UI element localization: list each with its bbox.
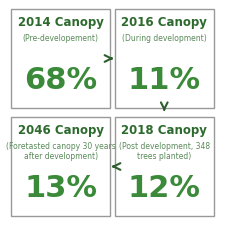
Bar xyxy=(115,9,214,108)
Text: (Post development, 348
trees planted): (Post development, 348 trees planted) xyxy=(119,142,210,161)
Bar xyxy=(11,117,110,216)
Text: 2018 Canopy: 2018 Canopy xyxy=(121,124,207,137)
Text: (During development): (During development) xyxy=(122,34,207,43)
Bar xyxy=(11,9,110,108)
Text: (Foretasted canopy 30 years
after development): (Foretasted canopy 30 years after develo… xyxy=(6,142,116,161)
Text: 2016 Canopy: 2016 Canopy xyxy=(121,16,207,29)
Text: (Pre-developement): (Pre-developement) xyxy=(23,34,99,43)
Text: 12%: 12% xyxy=(128,174,201,203)
Text: 2046 Canopy: 2046 Canopy xyxy=(18,124,104,137)
Text: 11%: 11% xyxy=(128,66,201,95)
Text: 2014 Canopy: 2014 Canopy xyxy=(18,16,104,29)
Bar xyxy=(115,117,214,216)
Text: 13%: 13% xyxy=(24,174,97,203)
Text: 68%: 68% xyxy=(24,66,97,95)
